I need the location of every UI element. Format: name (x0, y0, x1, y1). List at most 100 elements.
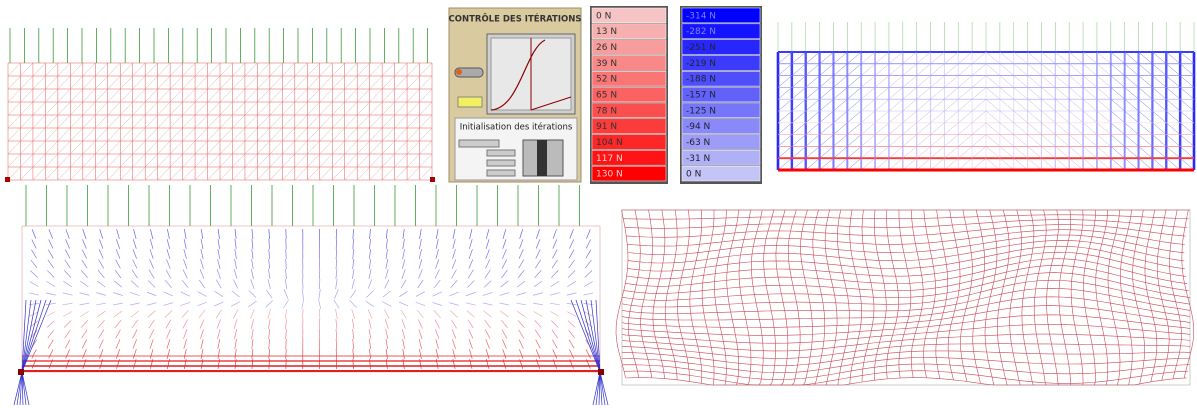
trajectory (997, 209, 1010, 386)
outline (21, 225, 601, 373)
line (21, 299, 52, 373)
line (1124, 51, 1139, 64)
line (847, 87, 862, 100)
legend-cell (681, 7, 761, 24)
line (351, 309, 355, 319)
trajectory (621, 296, 1191, 321)
line (367, 309, 373, 319)
line (381, 75, 395, 90)
slider-knob[interactable] (456, 69, 462, 75)
legend-cell (591, 71, 667, 87)
line (930, 146, 945, 159)
line (417, 309, 424, 319)
line (70, 127, 83, 142)
line (250, 319, 254, 329)
line (1152, 122, 1167, 135)
trajectory (1095, 209, 1109, 386)
line (219, 114, 233, 129)
trajectory (873, 209, 887, 381)
line (916, 110, 931, 123)
line (70, 62, 83, 77)
line (1179, 146, 1195, 159)
line (48, 229, 53, 239)
line (583, 281, 593, 287)
line (319, 88, 333, 103)
line (819, 146, 834, 159)
line (1152, 87, 1167, 100)
line (401, 329, 406, 339)
line (132, 101, 146, 116)
line (19, 371, 23, 406)
line (549, 292, 560, 296)
line (81, 329, 88, 339)
line (307, 101, 320, 116)
line (369, 348, 371, 360)
legend-label: -219 N (686, 59, 716, 69)
line (231, 290, 240, 298)
line (406, 127, 420, 142)
line (930, 51, 945, 64)
line (16, 371, 23, 406)
line (1082, 63, 1098, 76)
line (805, 158, 820, 171)
line (1138, 122, 1153, 135)
line (985, 51, 1001, 64)
line (96, 292, 107, 296)
line (1166, 134, 1181, 147)
line (874, 99, 890, 112)
line (319, 166, 333, 181)
line (82, 127, 96, 142)
line (232, 140, 246, 155)
line (805, 75, 820, 88)
line (182, 269, 188, 279)
line (82, 62, 96, 77)
line (1096, 75, 1111, 88)
line (516, 302, 527, 306)
line (551, 329, 558, 339)
slider[interactable] (454, 67, 484, 78)
line (20, 127, 34, 142)
line (31, 349, 37, 359)
trajectory (1021, 209, 1035, 386)
line (165, 269, 172, 279)
graph-curve-2 (530, 96, 572, 111)
line (369, 140, 383, 155)
line (518, 339, 524, 349)
legend-label: 65 N (596, 91, 617, 101)
line (385, 348, 388, 360)
line (1082, 99, 1098, 112)
line (861, 63, 876, 76)
line (1055, 51, 1070, 64)
line (194, 153, 208, 168)
line (419, 229, 422, 239)
line (1041, 134, 1056, 147)
line (48, 239, 54, 249)
line (930, 122, 945, 135)
line (132, 140, 146, 155)
line (244, 140, 258, 155)
line (45, 302, 56, 306)
line (219, 101, 233, 116)
line (132, 339, 137, 349)
line (930, 134, 945, 147)
line (435, 329, 440, 339)
line (301, 299, 305, 309)
line (57, 127, 71, 142)
line (819, 75, 834, 88)
line (207, 153, 221, 168)
line (164, 310, 173, 318)
line (1110, 87, 1125, 100)
line (357, 153, 370, 168)
line (294, 62, 308, 77)
line (234, 259, 237, 269)
line (1013, 99, 1028, 112)
line (595, 299, 601, 373)
line (115, 349, 121, 359)
line (232, 62, 246, 77)
trajectory (701, 210, 715, 386)
support (18, 369, 24, 375)
param (486, 159, 516, 167)
line (251, 348, 254, 360)
line (20, 114, 34, 129)
toggle[interactable] (457, 96, 483, 108)
